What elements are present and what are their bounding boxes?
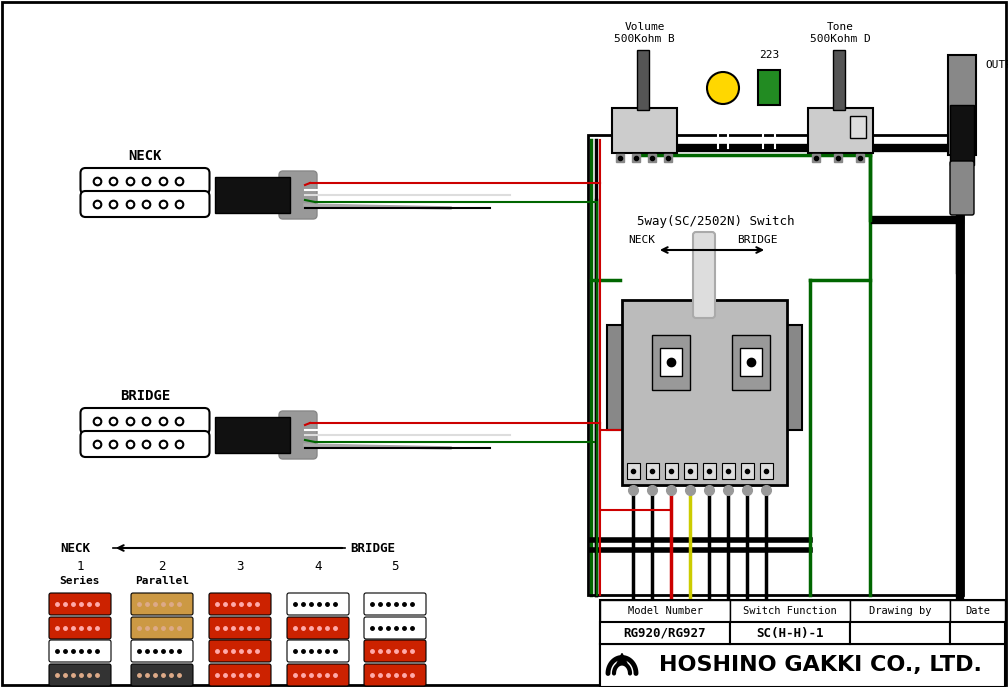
Bar xyxy=(741,463,754,479)
Text: NECK: NECK xyxy=(60,541,90,554)
Bar xyxy=(600,600,730,622)
Circle shape xyxy=(707,72,739,104)
FancyBboxPatch shape xyxy=(81,431,210,457)
Bar xyxy=(622,300,787,485)
FancyBboxPatch shape xyxy=(209,664,271,686)
Bar xyxy=(215,417,290,453)
Bar xyxy=(607,325,625,430)
Text: 4: 4 xyxy=(314,559,322,572)
Bar xyxy=(833,50,845,110)
Bar xyxy=(950,622,1005,644)
Text: 2: 2 xyxy=(158,559,165,572)
Bar xyxy=(627,463,640,479)
Bar xyxy=(600,622,730,644)
FancyBboxPatch shape xyxy=(81,168,210,194)
Bar xyxy=(652,335,690,390)
FancyBboxPatch shape xyxy=(131,640,193,662)
FancyBboxPatch shape xyxy=(209,617,271,639)
FancyBboxPatch shape xyxy=(950,161,974,215)
FancyBboxPatch shape xyxy=(209,640,271,662)
Bar xyxy=(646,463,659,479)
Text: Parallel: Parallel xyxy=(135,576,190,586)
Text: 3: 3 xyxy=(236,559,244,572)
FancyBboxPatch shape xyxy=(287,640,349,662)
FancyBboxPatch shape xyxy=(131,617,193,639)
Bar xyxy=(808,108,873,153)
Text: NECK: NECK xyxy=(128,149,161,163)
Text: Date: Date xyxy=(965,606,990,616)
Bar xyxy=(684,463,697,479)
FancyBboxPatch shape xyxy=(81,408,210,434)
Bar xyxy=(740,348,762,376)
FancyBboxPatch shape xyxy=(364,617,426,639)
FancyBboxPatch shape xyxy=(49,664,111,686)
FancyBboxPatch shape xyxy=(49,593,111,615)
Bar xyxy=(730,622,850,644)
Text: OUTPUT: OUTPUT xyxy=(985,60,1008,70)
Bar xyxy=(850,600,950,622)
FancyBboxPatch shape xyxy=(49,617,111,639)
Text: Drawing by: Drawing by xyxy=(869,606,931,616)
Bar xyxy=(600,600,1005,687)
Text: BRIDGE: BRIDGE xyxy=(737,235,777,245)
Bar xyxy=(784,325,802,430)
Bar xyxy=(665,463,678,479)
FancyBboxPatch shape xyxy=(131,593,193,615)
Text: 1: 1 xyxy=(77,559,84,572)
Bar xyxy=(703,463,716,479)
Bar xyxy=(660,348,682,376)
FancyBboxPatch shape xyxy=(287,593,349,615)
FancyBboxPatch shape xyxy=(131,664,193,686)
FancyBboxPatch shape xyxy=(364,593,426,615)
FancyBboxPatch shape xyxy=(81,191,210,217)
Text: Volume
500Kohm B: Volume 500Kohm B xyxy=(614,22,675,43)
FancyBboxPatch shape xyxy=(287,664,349,686)
Text: 5: 5 xyxy=(391,559,399,572)
Bar xyxy=(730,600,850,622)
Text: Model Number: Model Number xyxy=(628,606,703,616)
FancyBboxPatch shape xyxy=(279,411,317,459)
Bar xyxy=(950,105,974,165)
Text: Switch Function: Switch Function xyxy=(743,606,837,616)
FancyBboxPatch shape xyxy=(49,640,111,662)
FancyBboxPatch shape xyxy=(287,617,349,639)
Text: Tone
500Kohm D: Tone 500Kohm D xyxy=(810,22,871,43)
Bar xyxy=(637,50,649,110)
Text: NECK: NECK xyxy=(629,235,655,245)
Text: RG920/RG927: RG920/RG927 xyxy=(624,627,707,640)
Text: BRIDGE: BRIDGE xyxy=(350,541,395,554)
Text: SC(H-H)-1: SC(H-H)-1 xyxy=(756,627,824,640)
Bar xyxy=(948,55,976,155)
Text: 223: 223 xyxy=(759,50,779,60)
Bar xyxy=(612,108,677,153)
Bar xyxy=(758,70,780,105)
Bar xyxy=(732,335,770,390)
FancyBboxPatch shape xyxy=(209,593,271,615)
Text: HOSHINO GAKKI CO., LTD.: HOSHINO GAKKI CO., LTD. xyxy=(659,655,982,675)
Bar xyxy=(588,135,963,595)
Text: Series: Series xyxy=(59,576,100,586)
Bar xyxy=(215,177,290,213)
Bar xyxy=(850,116,866,138)
FancyBboxPatch shape xyxy=(279,171,317,219)
FancyBboxPatch shape xyxy=(364,640,426,662)
Bar xyxy=(760,463,773,479)
FancyBboxPatch shape xyxy=(364,664,426,686)
Text: 5way(SC/2502N) Switch: 5way(SC/2502N) Switch xyxy=(637,216,794,229)
Bar xyxy=(950,600,1005,622)
FancyBboxPatch shape xyxy=(694,232,715,318)
Polygon shape xyxy=(617,653,627,664)
Bar xyxy=(850,622,950,644)
Bar xyxy=(722,463,735,479)
Bar xyxy=(600,644,1005,687)
Text: BRIDGE: BRIDGE xyxy=(120,389,170,403)
